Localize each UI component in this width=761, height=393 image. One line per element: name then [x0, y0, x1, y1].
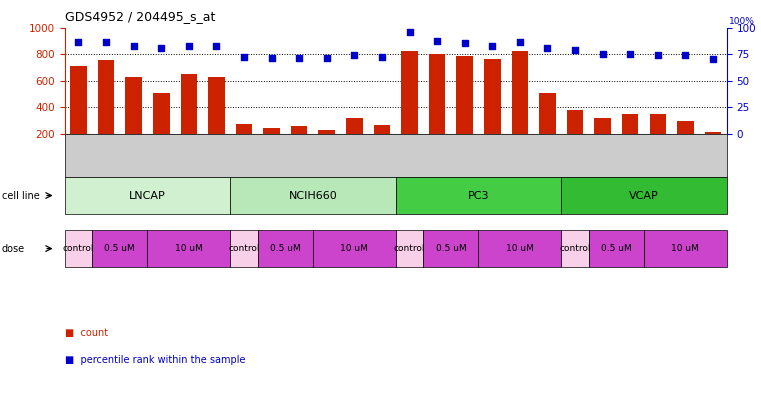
Point: [707, 56, 719, 62]
Text: NCIH660: NCIH660: [288, 191, 337, 200]
Bar: [318, 130, 335, 160]
Bar: [705, 132, 721, 160]
Bar: [374, 125, 390, 160]
Bar: [180, 74, 197, 160]
Bar: [511, 51, 528, 160]
Point: [569, 47, 581, 53]
Bar: [236, 124, 252, 160]
Point: [266, 55, 278, 61]
Bar: [401, 51, 418, 160]
Bar: [677, 121, 694, 160]
Point: [155, 44, 167, 51]
Bar: [153, 92, 170, 160]
Text: 0.5 uM: 0.5 uM: [435, 244, 466, 253]
Point: [403, 29, 416, 35]
Bar: [263, 128, 280, 160]
Bar: [539, 92, 556, 160]
Point: [72, 39, 84, 46]
Point: [320, 55, 333, 61]
Text: 100%: 100%: [729, 17, 755, 26]
Point: [100, 39, 112, 46]
Text: 0.5 uM: 0.5 uM: [270, 244, 301, 253]
Point: [459, 40, 471, 46]
Bar: [429, 54, 445, 160]
Text: control: control: [393, 244, 425, 253]
Bar: [97, 60, 114, 160]
Text: 0.5 uM: 0.5 uM: [601, 244, 632, 253]
Text: 10 uM: 10 uM: [506, 244, 533, 253]
Text: 10 uM: 10 uM: [340, 244, 368, 253]
Point: [183, 42, 195, 49]
Point: [376, 54, 388, 61]
Point: [486, 42, 498, 49]
Point: [597, 51, 609, 57]
Bar: [484, 59, 501, 160]
Text: GDS4952 / 204495_s_at: GDS4952 / 204495_s_at: [65, 10, 215, 23]
Text: cell line: cell line: [2, 191, 40, 200]
Text: 0.5 uM: 0.5 uM: [104, 244, 135, 253]
Bar: [126, 77, 142, 160]
Text: control: control: [228, 244, 260, 253]
Text: 10 uM: 10 uM: [175, 244, 202, 253]
Text: ■  count: ■ count: [65, 328, 108, 338]
Point: [624, 51, 636, 57]
Point: [431, 38, 443, 44]
Point: [128, 42, 140, 49]
Text: dose: dose: [2, 244, 24, 253]
Bar: [567, 110, 584, 160]
Point: [349, 52, 361, 58]
Point: [514, 39, 526, 46]
Text: VCAP: VCAP: [629, 191, 659, 200]
Text: LNCAP: LNCAP: [129, 191, 166, 200]
Text: 10 uM: 10 uM: [671, 244, 699, 253]
Bar: [649, 114, 666, 160]
Point: [651, 52, 664, 58]
Text: control: control: [62, 244, 94, 253]
Point: [680, 52, 692, 58]
Point: [210, 42, 222, 49]
Text: ■  percentile rank within the sample: ■ percentile rank within the sample: [65, 356, 245, 365]
Bar: [622, 114, 638, 160]
Point: [541, 44, 553, 51]
Bar: [70, 66, 87, 160]
Bar: [209, 77, 224, 160]
Bar: [594, 118, 611, 160]
Point: [293, 55, 305, 61]
Text: control: control: [559, 244, 591, 253]
Bar: [291, 126, 307, 160]
Bar: [457, 56, 473, 160]
Text: PC3: PC3: [468, 191, 489, 200]
Point: [238, 54, 250, 61]
Bar: [346, 118, 362, 160]
